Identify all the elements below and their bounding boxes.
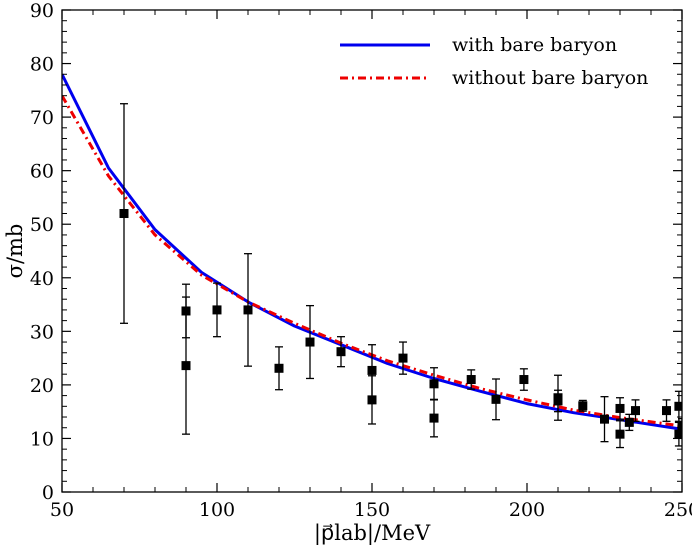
y-tick-label: 40 [30,268,54,290]
legend-label-without-bare-baryon: without bare baryon [452,67,648,89]
x-tick-label: 250 [664,499,692,521]
data-point [578,399,588,412]
series-line-without-bare-baryon [62,94,682,428]
y-tick-label: 80 [30,54,54,76]
data-marker [429,413,439,423]
data-point [662,399,671,422]
data-point [631,399,640,422]
data-point [519,368,529,391]
data-marker [491,394,501,404]
data-marker [615,403,625,413]
data-marker [212,305,222,315]
y-tick-label: 0 [42,482,54,504]
data-point [181,296,191,435]
data-marker [600,414,609,424]
data-marker [662,406,671,416]
data-point [615,420,625,449]
data-marker [631,406,640,416]
data-marker [466,375,476,385]
data-point [491,378,501,421]
data-point [398,341,408,375]
data-point [466,369,476,390]
data-marker [119,209,129,219]
data-marker [398,353,408,363]
data-point [429,398,439,438]
data-point [336,336,346,368]
data-point [212,282,222,338]
data-marker [429,379,439,389]
data-marker [615,429,625,439]
data-marker [578,401,588,411]
data-marker [181,361,191,371]
legend-label-with-bare-baryon: with bare baryon [452,34,617,56]
data-marker [243,305,253,315]
y-tick-label: 60 [30,161,54,183]
x-tick-label: 50 [50,499,74,521]
x-axis-label: |p⃗lab|/MeV [314,521,431,546]
data-marker [305,337,315,347]
data-point [305,304,315,380]
x-tick-label: 100 [199,499,235,521]
data-marker [367,395,377,405]
data-point [600,396,609,443]
data-point [119,103,129,324]
y-tick-label: 50 [30,214,54,236]
data-point [677,417,682,436]
x-tick-label: 150 [354,499,390,521]
y-tick-label: 90 [30,0,54,22]
y-tick-label: 70 [30,107,54,129]
x-tick-label: 200 [509,499,545,521]
data-point [367,375,377,425]
data-marker [624,417,634,427]
series-line-with-bare-baryon [62,73,682,431]
data-point [243,253,253,367]
data-marker [677,422,682,432]
y-tick-label: 10 [30,428,54,450]
data-point [624,413,634,432]
y-tick-label: 30 [30,321,54,343]
data-point [615,397,625,420]
data-marker [553,396,563,406]
y-tick-label: 20 [30,375,54,397]
data-point [553,389,563,413]
data-marker [519,375,529,385]
y-axis-label: σ/mb [3,224,27,279]
data-point [429,367,439,401]
data-point [274,346,284,391]
data-marker [274,363,284,373]
data-marker [367,365,377,375]
data-marker [336,347,346,357]
legend: with bare baryon without bare baryon [340,34,648,89]
